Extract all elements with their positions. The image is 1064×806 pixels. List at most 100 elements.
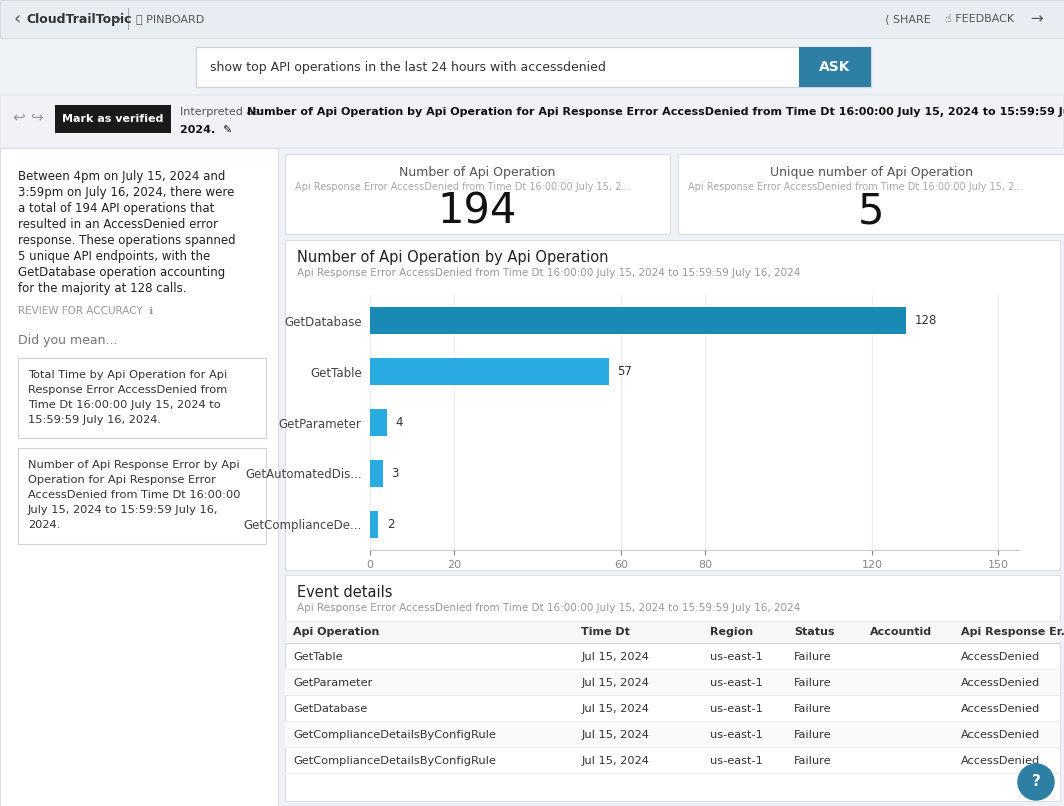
Bar (285, 747, 1060, 748)
Bar (285, 148, 1064, 806)
Text: Event details: Event details (297, 585, 393, 600)
Text: 5: 5 (858, 190, 884, 232)
Text: Api Response Error AccessDenied from Time Dt 16:00:00 July 15, 2...: Api Response Error AccessDenied from Tim… (295, 182, 630, 192)
Text: ↩: ↩ (12, 109, 24, 124)
Text: us-east-1: us-east-1 (711, 652, 763, 662)
Text: Operation for Api Response Error: Operation for Api Response Error (28, 475, 216, 485)
Text: Response Error AccessDenied from: Response Error AccessDenied from (28, 385, 228, 395)
Text: ▾: ▾ (116, 14, 121, 24)
Text: Failure: Failure (794, 704, 832, 714)
Text: Api Response Error AccessDenied from Time Dt 16:00:00 July 15, 2024 to 15:59:59 : Api Response Error AccessDenied from Tim… (297, 603, 800, 613)
Text: AccessDenied: AccessDenied (961, 678, 1041, 688)
Text: AccessDenied: AccessDenied (961, 652, 1041, 662)
Text: 194: 194 (437, 190, 517, 232)
Bar (370, 460, 383, 487)
Text: 3:59pm on July 16, 2024, there were: 3:59pm on July 16, 2024, there were (18, 186, 234, 199)
Text: for the majority at 128 calls.: for the majority at 128 calls. (18, 282, 186, 295)
Text: Jul 15, 2024: Jul 15, 2024 (581, 756, 649, 766)
Text: response. These operations spanned: response. These operations spanned (18, 234, 235, 247)
Text: us-east-1: us-east-1 (711, 756, 763, 766)
Text: us-east-1: us-east-1 (711, 730, 763, 740)
Text: Jul 15, 2024: Jul 15, 2024 (581, 678, 649, 688)
Bar (285, 695, 1060, 696)
Bar (0, 148, 278, 806)
Text: ‹: ‹ (14, 10, 21, 28)
Bar (285, 722, 1060, 748)
Text: ⎘ PINBOARD: ⎘ PINBOARD (136, 14, 204, 24)
Bar (196, 47, 871, 87)
Text: GetParameter: GetParameter (293, 678, 372, 688)
Bar (285, 773, 1060, 774)
Text: AccessDenied from Time Dt 16:00:00: AccessDenied from Time Dt 16:00:00 (28, 490, 240, 500)
Text: CloudTrailTopic: CloudTrailTopic (26, 13, 132, 26)
Text: resulted in an AccessDenied error: resulted in an AccessDenied error (18, 218, 218, 231)
Text: AccessDenied: AccessDenied (961, 704, 1041, 714)
Text: Unique number of Api Operation: Unique number of Api Operation (769, 166, 972, 179)
Circle shape (1018, 764, 1054, 800)
Text: Time Dt: Time Dt (581, 627, 630, 637)
Text: 2: 2 (386, 518, 395, 531)
Bar (0, 38, 1064, 95)
Text: us-east-1: us-east-1 (711, 678, 763, 688)
Text: Number of Api Response Error by Api: Number of Api Response Error by Api (28, 460, 239, 470)
Text: ☝ FEEDBACK: ☝ FEEDBACK (945, 14, 1014, 24)
Text: 5 unique API endpoints, with the: 5 unique API endpoints, with the (18, 250, 211, 263)
Text: ↪: ↪ (30, 109, 43, 124)
Bar (18, 358, 266, 438)
Text: REVIEW FOR ACCURACY  ℹ: REVIEW FOR ACCURACY ℹ (18, 306, 153, 316)
Text: GetDatabase: GetDatabase (293, 704, 367, 714)
Text: Interpreted as:: Interpreted as: (180, 107, 266, 117)
Bar (285, 621, 1060, 643)
Text: Did you mean...: Did you mean... (18, 334, 117, 347)
Bar (285, 643, 1060, 644)
Text: 15:59:59 July 16, 2024.: 15:59:59 July 16, 2024. (28, 415, 161, 425)
Text: GetDatabase operation accounting: GetDatabase operation accounting (18, 266, 226, 279)
Text: Accountid: Accountid (870, 627, 932, 637)
Bar (370, 511, 379, 538)
Text: 57: 57 (617, 365, 632, 378)
Text: Total Time by Api Operation for Api: Total Time by Api Operation for Api (28, 370, 228, 380)
Text: Failure: Failure (794, 756, 832, 766)
Text: GetComplianceDetailsByConfigRule: GetComplianceDetailsByConfigRule (293, 756, 496, 766)
Bar (285, 154, 670, 234)
Text: Jul 15, 2024: Jul 15, 2024 (581, 704, 649, 714)
Text: 2024.: 2024. (28, 520, 61, 530)
Text: 4: 4 (395, 416, 402, 429)
Text: Api Operation: Api Operation (293, 627, 380, 637)
Text: Failure: Failure (794, 652, 832, 662)
Bar (285, 670, 1060, 696)
Text: Region: Region (711, 627, 753, 637)
Text: AccessDenied: AccessDenied (961, 730, 1041, 740)
Text: Failure: Failure (794, 730, 832, 740)
Text: Number of Api Operation by Api Operation for Api Response Error AccessDenied fro: Number of Api Operation by Api Operation… (247, 107, 1064, 117)
Text: 3: 3 (390, 467, 398, 480)
Text: us-east-1: us-east-1 (711, 704, 763, 714)
Bar (0, 0, 1064, 38)
Text: Number of Api Operation: Number of Api Operation (399, 166, 555, 179)
Bar (0, 95, 1064, 148)
Text: GetTable: GetTable (293, 652, 343, 662)
Text: July 15, 2024 to 15:59:59 July 16,: July 15, 2024 to 15:59:59 July 16, (28, 505, 218, 515)
Text: GetComplianceDetailsByConfigRule: GetComplianceDetailsByConfigRule (293, 730, 496, 740)
Bar (18, 448, 266, 544)
Text: →: → (1030, 11, 1043, 27)
Text: 2024.  ✎: 2024. ✎ (180, 125, 232, 135)
Bar (285, 669, 1060, 670)
Bar (799, 47, 871, 87)
Bar (370, 358, 609, 384)
Text: show top API operations in the last 24 hours with accessdenied: show top API operations in the last 24 h… (210, 60, 605, 73)
Text: Status: Status (794, 627, 834, 637)
Text: ?: ? (1032, 775, 1041, 790)
Text: Number of Api Operation by Api Operation: Number of Api Operation by Api Operation (297, 250, 609, 265)
Bar (285, 575, 1060, 801)
Bar (285, 240, 1060, 570)
Text: Api Response Error AccessDenied from Time Dt 16:00:00 July 15, 2024 to 15:59:59 : Api Response Error AccessDenied from Tim… (297, 268, 800, 278)
Text: Api Response Error AccessDenied from Time Dt 16:00:00 July 15, 2...: Api Response Error AccessDenied from Tim… (688, 182, 1024, 192)
Text: Jul 15, 2024: Jul 15, 2024 (581, 652, 649, 662)
Text: Between 4pm on July 15, 2024 and: Between 4pm on July 15, 2024 and (18, 170, 226, 183)
Text: 128: 128 (914, 314, 936, 327)
Text: ⟨ SHARE: ⟨ SHARE (885, 14, 931, 24)
Text: Mark as verified: Mark as verified (63, 114, 164, 124)
Text: AccessDenied: AccessDenied (961, 756, 1041, 766)
Bar (370, 409, 386, 436)
